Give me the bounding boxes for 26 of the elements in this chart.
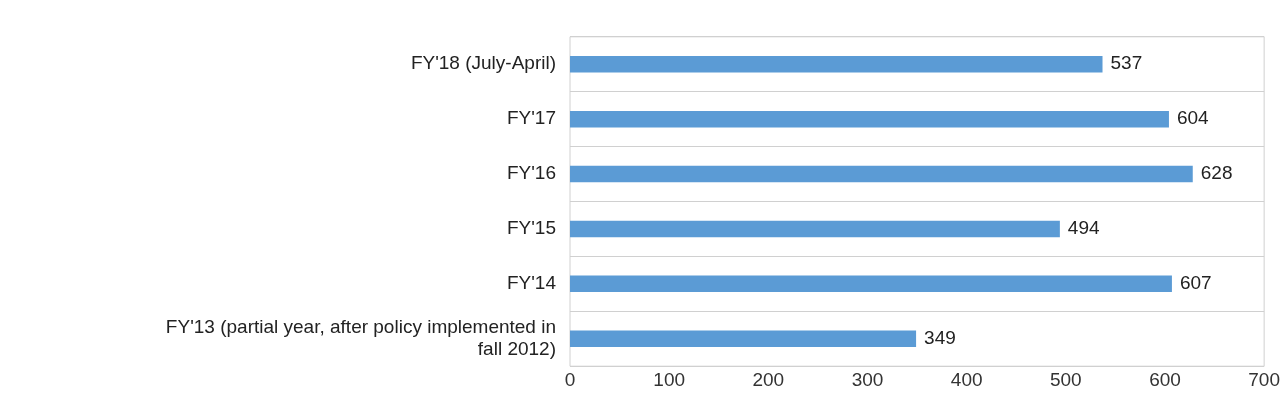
bar xyxy=(570,165,1193,183)
bar xyxy=(570,110,1169,128)
data-label: 494 xyxy=(1067,217,1101,239)
data-label: 349 xyxy=(924,326,956,348)
x-tick-label: 400 xyxy=(950,368,983,390)
data-label: 537 xyxy=(1110,52,1143,74)
bar xyxy=(570,220,1060,238)
x-tick-label: 100 xyxy=(653,368,686,390)
y-tick-label: FY'18 (July-April) xyxy=(410,52,556,74)
x-tick-label: 700 xyxy=(1248,368,1280,390)
bar xyxy=(570,275,1172,293)
x-tick-label: 500 xyxy=(1049,368,1082,390)
x-tick-label: 200 xyxy=(752,368,785,390)
data-label: 607 xyxy=(1179,272,1212,294)
y-tick-label: FY'15 xyxy=(506,217,556,239)
data-label: 604 xyxy=(1176,107,1210,129)
x-tick-label: 600 xyxy=(1149,368,1181,390)
y-tick-label: FY'13 (partial year, after policy implemented in fall 2012) xyxy=(165,315,556,360)
bar xyxy=(570,56,1103,73)
data-label: 628 xyxy=(1200,162,1233,184)
x-tick-label: 0 xyxy=(564,368,576,390)
y-tick-label: FY'14 xyxy=(506,272,557,294)
y-tick-label: FY'17 xyxy=(506,107,556,129)
y-tick-label: FY'16 xyxy=(506,162,556,184)
x-tick-label: 300 xyxy=(851,368,884,390)
bar xyxy=(570,330,917,347)
